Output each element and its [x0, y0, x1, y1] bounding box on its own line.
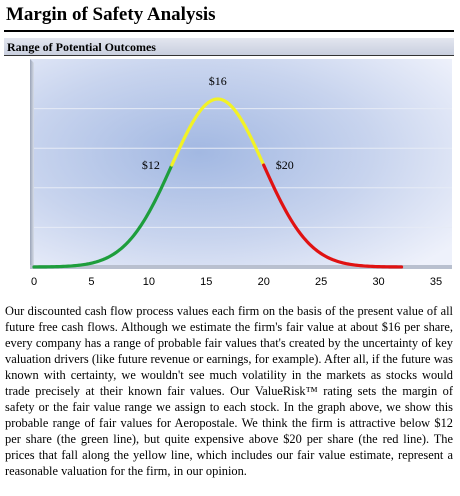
annotation-label: $12 — [142, 158, 160, 172]
title-rule — [4, 30, 454, 32]
annotation-label: $20 — [276, 158, 294, 172]
chart-container: $12 $16 $20 0 5 10 15 20 25 30 35 — [4, 57, 454, 297]
plot-floor — [30, 265, 452, 269]
series-yellow — [170, 97, 266, 167]
plot-left-wall — [30, 59, 34, 269]
series-green — [32, 163, 174, 269]
x-tick-label: 30 — [372, 276, 384, 288]
x-tick-label: 35 — [430, 276, 442, 288]
x-tick-label: 10 — [143, 276, 155, 288]
x-tick-label: 15 — [200, 276, 212, 288]
x-tick-label: 0 — [31, 276, 37, 288]
section-subtitle: Range of Potential Outcomes — [4, 38, 454, 56]
analysis-description: Our discounted cash flow process values … — [5, 304, 453, 478]
chart-svg: $12 $16 $20 0 5 10 15 20 25 30 35 — [4, 57, 454, 297]
series-red — [262, 163, 404, 269]
plot-area — [30, 59, 452, 267]
page-title: Margin of Safety Analysis — [6, 4, 216, 25]
x-tick-label: 5 — [88, 276, 94, 288]
x-tick-label: 20 — [258, 276, 270, 288]
annotation-label: $16 — [209, 74, 227, 88]
x-tick-label: 25 — [315, 276, 327, 288]
